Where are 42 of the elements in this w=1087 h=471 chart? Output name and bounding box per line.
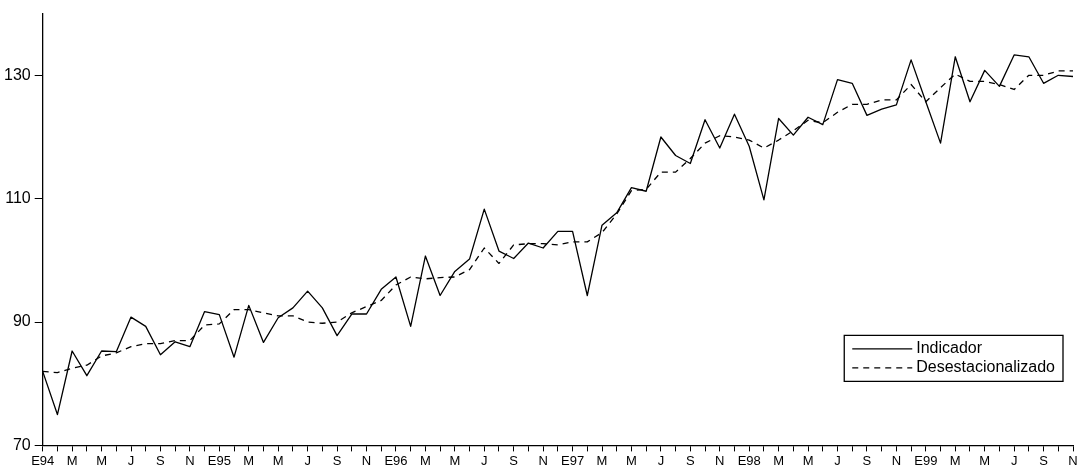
x-tick-label: M bbox=[773, 452, 785, 468]
x-tick-label: J bbox=[127, 452, 135, 468]
x-tick-label: S bbox=[509, 452, 519, 468]
x-tick-label: E95 bbox=[207, 452, 231, 468]
x-tick-label: M bbox=[96, 452, 107, 468]
y-tick-label: 90 bbox=[12, 312, 31, 330]
x-tick-label: M bbox=[949, 452, 961, 468]
x-tick-label: E94 bbox=[31, 452, 55, 468]
x-tick-label: M bbox=[449, 452, 461, 468]
x-tick-label: J bbox=[834, 452, 841, 468]
x-tick-label: J bbox=[304, 452, 311, 468]
x-tick-label: N bbox=[538, 452, 548, 468]
x-tick-label: M bbox=[626, 452, 637, 468]
x-tick-label: E98 bbox=[737, 452, 761, 468]
x-tick-label: S bbox=[156, 452, 166, 468]
x-tick-label: S bbox=[332, 452, 342, 468]
x-tick-label: S bbox=[1039, 452, 1049, 468]
x-tick-label: M bbox=[243, 452, 255, 468]
legend-label: Desestacionalizado bbox=[916, 358, 1056, 376]
x-tick-label: M bbox=[979, 452, 991, 468]
legend-label: Indicador bbox=[916, 339, 983, 357]
x-tick-label: E97 bbox=[561, 452, 585, 468]
y-tick-label: 70 bbox=[12, 435, 31, 453]
x-tick-label: S bbox=[685, 452, 695, 468]
x-tick-label: M bbox=[419, 452, 431, 468]
y-tick-label: 110 bbox=[5, 189, 31, 207]
x-tick-label: S bbox=[862, 452, 872, 468]
x-tick-label: N bbox=[1068, 452, 1078, 468]
x-tick-label: N bbox=[361, 452, 372, 468]
x-tick-label: M bbox=[66, 452, 78, 468]
x-tick-label: N bbox=[891, 452, 902, 468]
x-tick-label: E96 bbox=[384, 452, 408, 468]
x-tick-label: N bbox=[185, 452, 195, 468]
x-tick-label: M bbox=[596, 452, 608, 468]
x-tick-label: N bbox=[715, 452, 725, 468]
x-tick-label: M bbox=[272, 452, 284, 468]
x-tick-label: J bbox=[1010, 452, 1018, 468]
x-tick-label: J bbox=[481, 452, 488, 468]
x-tick-label: M bbox=[802, 452, 814, 468]
x-tick-label: E99 bbox=[914, 452, 938, 468]
x-tick-label: J bbox=[657, 452, 665, 468]
y-tick-label: 130 bbox=[3, 65, 31, 83]
